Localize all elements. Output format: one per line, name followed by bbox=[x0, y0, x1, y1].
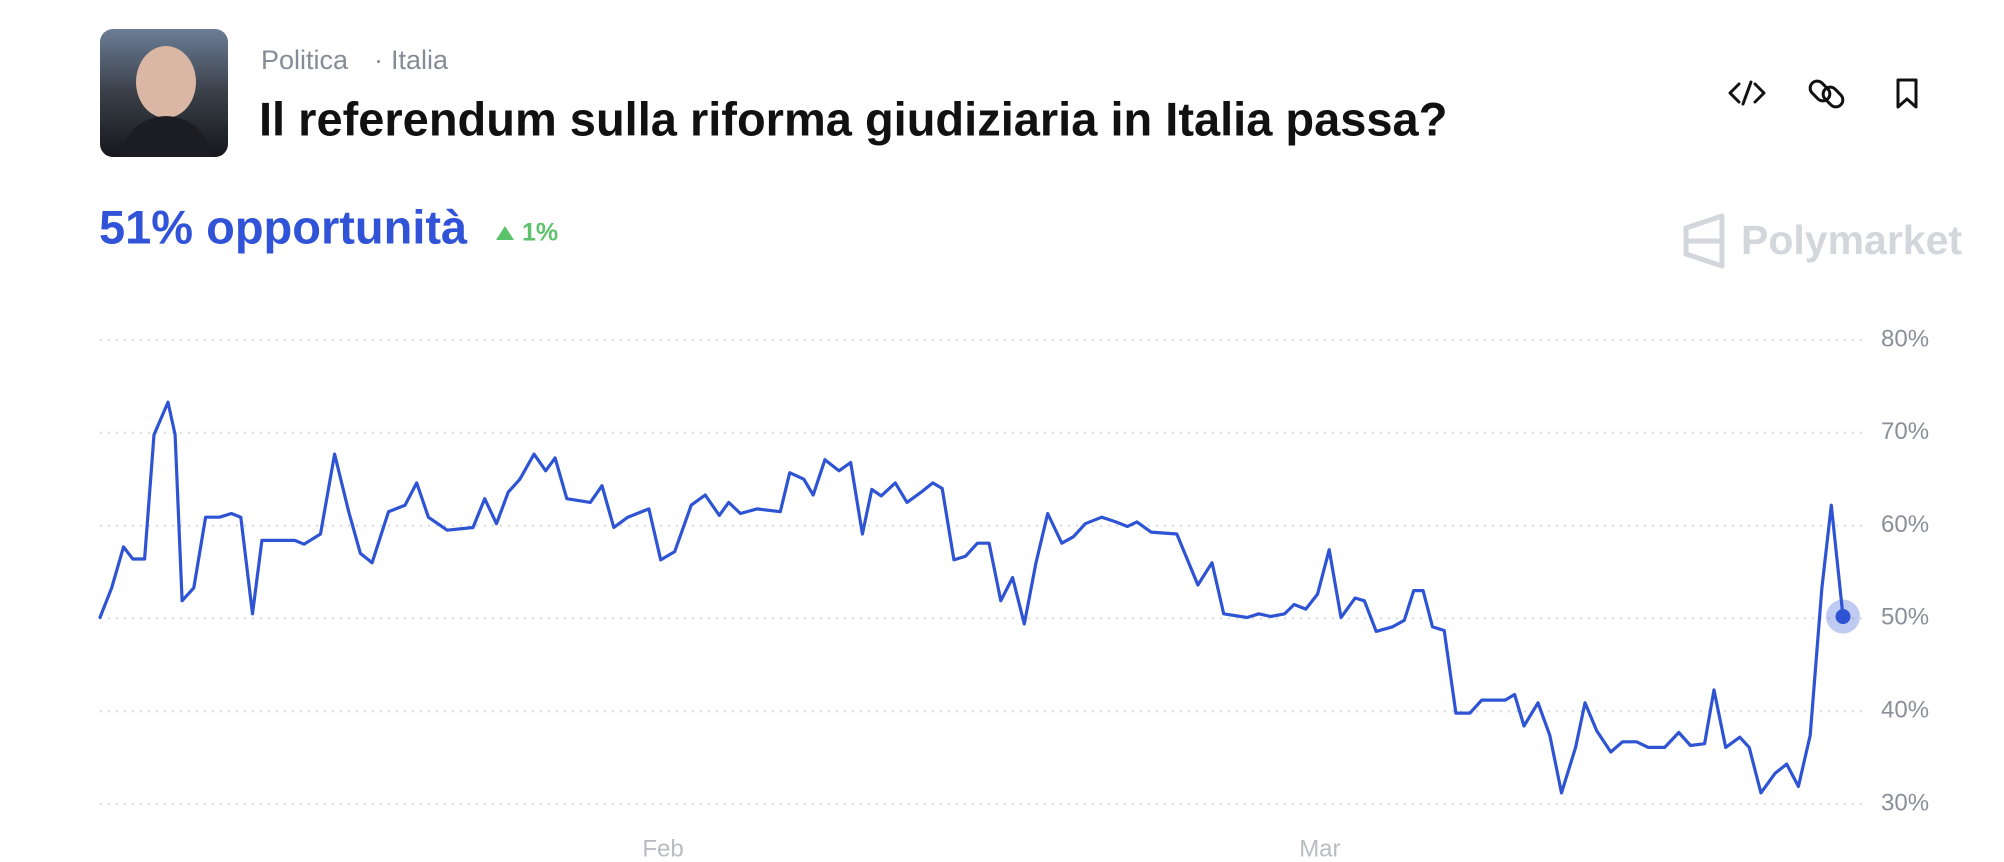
brand-logo: Polymarket bbox=[1683, 213, 1962, 269]
price-line bbox=[98, 400, 1845, 795]
brand-name: Polymarket bbox=[1741, 217, 1962, 263]
bookmark-button[interactable] bbox=[1896, 78, 1918, 109]
market-image bbox=[100, 29, 228, 157]
separator: · bbox=[374, 45, 383, 75]
chance-headline: 51% opportunità bbox=[99, 200, 468, 253]
change-value: 1% bbox=[522, 219, 558, 247]
market-title: Il referendum sulla riforma giudiziaria … bbox=[259, 92, 1447, 145]
y-tick-label: 30% bbox=[1881, 789, 1929, 816]
y-tick-label: 80% bbox=[1881, 325, 1929, 352]
price-chart: 30% 40% 50% 60% 70% 80% Feb Mar bbox=[98, 325, 1929, 862]
embed-button[interactable] bbox=[1728, 80, 1766, 106]
y-tick-label: 50% bbox=[1881, 604, 1929, 631]
x-tick-label: Feb bbox=[642, 835, 683, 862]
y-tick-label: 60% bbox=[1881, 511, 1929, 538]
subcategory[interactable]: Italia bbox=[391, 45, 449, 75]
link-button[interactable] bbox=[1807, 78, 1845, 109]
x-tick-label: Mar bbox=[1299, 835, 1340, 862]
y-tick-label: 70% bbox=[1881, 418, 1929, 445]
category[interactable]: Politica bbox=[261, 45, 349, 75]
y-tick-label: 40% bbox=[1881, 697, 1929, 724]
change-arrow bbox=[496, 226, 514, 240]
current-point bbox=[1835, 609, 1851, 625]
